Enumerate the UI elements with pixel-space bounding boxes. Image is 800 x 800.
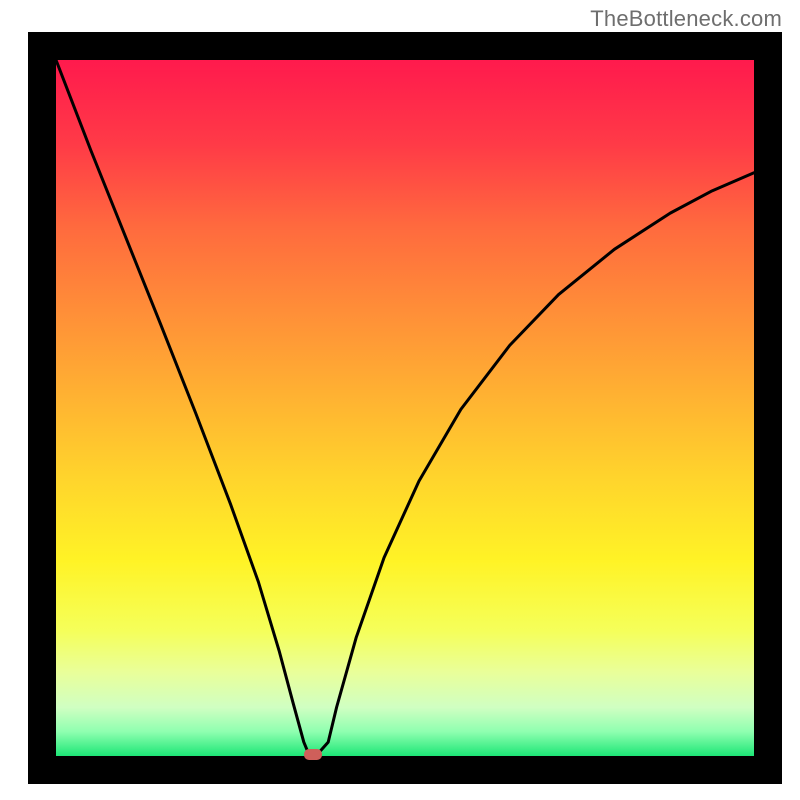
watermark-text: TheBottleneck.com	[590, 6, 782, 32]
plot-border-left	[28, 32, 56, 784]
valley-marker	[304, 749, 322, 760]
chart-frame: TheBottleneck.com	[0, 0, 800, 800]
plot-border-bottom	[28, 756, 782, 784]
plot-border-top	[28, 32, 782, 60]
plot-border-right	[754, 32, 782, 784]
bottleneck-curve	[56, 60, 754, 756]
